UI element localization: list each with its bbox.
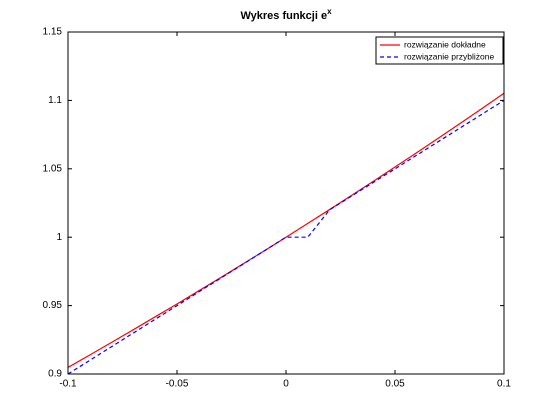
legend: rozwiązanie dokładne rozwiązanie przybliż… — [375, 36, 504, 65]
title-superscript: x — [327, 7, 332, 16]
x-tick-label: 0 — [283, 379, 289, 390]
legend-label: rozwiązanie przybliżone — [404, 51, 495, 61]
x-tick-label: 0.05 — [385, 379, 405, 390]
x-tick-label: -0.05 — [166, 379, 189, 390]
legend-label: rozwiązanie dokładne — [404, 39, 486, 49]
axes-box — [67, 31, 505, 375]
chart-title: Wykres funkcji ex — [240, 7, 332, 22]
y-tick-label: 1.05 — [43, 163, 63, 174]
x-tick-label: -0.1 — [59, 379, 77, 390]
title-text: Wykres funkcji e — [240, 10, 327, 22]
x-tick-label: 0.1 — [497, 379, 511, 390]
plot-area — [68, 32, 504, 374]
y-tick-label: 0.9 — [48, 369, 62, 380]
y-tick-label: 0.95 — [43, 300, 63, 311]
series-line — [67, 92, 505, 368]
legend-box — [375, 36, 504, 65]
series-line — [67, 99, 505, 375]
y-tick-label: 1.15 — [43, 27, 63, 38]
y-tick-label: 1.1 — [48, 95, 62, 106]
y-tick-label: 1 — [56, 232, 62, 243]
